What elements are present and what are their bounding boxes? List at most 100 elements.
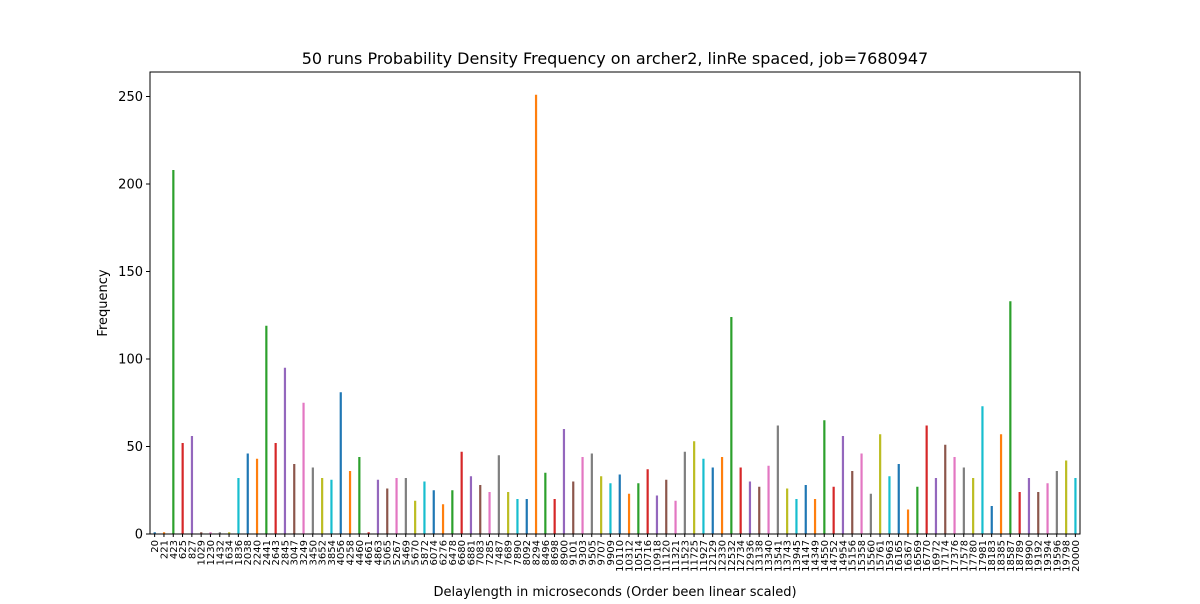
x-tick-label: 8900 <box>559 540 570 565</box>
bar-6478 <box>451 490 454 534</box>
bar-1634 <box>228 532 231 534</box>
x-tick-label: 11523 <box>680 540 691 572</box>
bar-12330 <box>720 457 724 534</box>
bar-19798 <box>1065 460 1068 534</box>
bar-12129 <box>711 467 714 534</box>
x-tick-label: 2441 <box>262 540 273 565</box>
x-tick-label: 9101 <box>569 540 580 565</box>
bar-15761 <box>879 434 882 534</box>
bar-4056 <box>339 392 342 534</box>
x-tick-label: 19192 <box>1034 540 1045 572</box>
bar-17376 <box>953 457 956 534</box>
x-tick-label: 12129 <box>708 540 719 572</box>
x-tick-label: 2643 <box>271 540 282 565</box>
x-tick-label: 4863 <box>373 540 384 565</box>
x-tick-label: 1432 <box>215 540 226 565</box>
bar-5670 <box>414 500 417 534</box>
bar-8496 <box>544 472 547 534</box>
x-tick-label: 16569 <box>913 540 924 572</box>
bar-4258 <box>348 471 352 534</box>
bar-8294 <box>534 94 538 534</box>
bar-18587 <box>1009 301 1012 534</box>
bar-15156 <box>851 471 854 534</box>
bar-8900 <box>562 429 566 534</box>
x-tick-label: 17174 <box>941 540 952 572</box>
y-tick-label: 150 <box>118 265 143 280</box>
x-tick-label: 3249 <box>299 540 310 565</box>
x-tick-label: 221 <box>159 540 170 559</box>
x-tick-label: 9707 <box>597 540 608 565</box>
bar-9101 <box>572 481 575 534</box>
x-tick-label: 10918 <box>652 540 663 572</box>
x-tick-label: 19596 <box>1052 540 1063 572</box>
y-tick-label: 200 <box>118 178 143 193</box>
x-tick-label: 9303 <box>578 540 589 565</box>
bar-13138 <box>758 486 761 534</box>
bar-6276 <box>441 504 445 534</box>
x-tick-label: 18385 <box>996 540 1007 572</box>
x-tick-label: 13945 <box>792 540 803 572</box>
bar-19394 <box>1046 483 1049 534</box>
x-tick-label: 8092 <box>522 540 533 565</box>
bar-14752 <box>832 486 835 534</box>
x-tick-label: 20 <box>150 540 161 553</box>
x-tick-label: 12936 <box>745 540 756 572</box>
bar-16165 <box>897 464 900 534</box>
x-tick-label: 6478 <box>448 540 459 565</box>
x-tick-label: 18183 <box>987 540 998 572</box>
bar-9909 <box>609 483 612 534</box>
x-tick-label: 18587 <box>1006 540 1017 572</box>
bar-3652 <box>321 478 324 534</box>
y-tick-label: 50 <box>126 440 143 455</box>
bar-16569 <box>916 486 919 534</box>
x-tick-label: 2038 <box>243 540 254 565</box>
x-tick-label: 19798 <box>1062 540 1073 572</box>
bar-18183 <box>990 506 993 534</box>
bar-16367 <box>906 509 910 534</box>
bar-7487 <box>497 455 500 534</box>
bar-3047 <box>293 464 296 534</box>
bar-625 <box>181 443 184 534</box>
bar-9303 <box>581 457 584 534</box>
bar-12532 <box>730 317 733 534</box>
bar-10716 <box>646 469 649 534</box>
bar-1432 <box>218 532 221 534</box>
bar-7890 <box>516 499 519 534</box>
bar-3249 <box>302 402 305 534</box>
bar-221 <box>162 532 166 534</box>
x-tick-label: 10514 <box>634 540 645 572</box>
x-tick-label: 7890 <box>513 540 524 565</box>
x-tick-label: 15560 <box>866 540 877 572</box>
x-tick-label: 16165 <box>894 540 905 572</box>
bar-7285 <box>488 492 491 534</box>
x-tick-label: 17578 <box>959 540 970 572</box>
x-tick-label: 9505 <box>587 540 598 565</box>
x-tick-label: 1230 <box>206 540 217 565</box>
x-tick-label: 4460 <box>355 540 366 565</box>
bar-13340 <box>767 465 770 534</box>
bar-5872 <box>423 481 426 534</box>
x-tick-label: 16367 <box>903 540 914 572</box>
x-axis-label: Delaylength in microseconds (Order been … <box>433 585 796 600</box>
x-tick-label: 3652 <box>318 540 329 565</box>
x-tick-label: 13340 <box>764 540 775 572</box>
bar-11725 <box>693 441 696 534</box>
x-tick-label: 15156 <box>848 540 859 572</box>
bar-15963 <box>888 476 891 534</box>
y-tick-label: 250 <box>118 90 143 105</box>
x-tick-label: 4258 <box>345 540 356 565</box>
x-tick-label: 1029 <box>197 540 208 565</box>
bar-7083 <box>479 485 482 534</box>
bar-10514 <box>637 483 640 534</box>
y-tick-label: 100 <box>118 353 143 368</box>
x-tick-label: 4661 <box>364 540 375 565</box>
bar-10312 <box>627 493 631 534</box>
x-tick-label: 15963 <box>885 540 896 572</box>
x-tick-label: 8698 <box>550 540 561 565</box>
bar-14147 <box>804 485 807 534</box>
bar-13945 <box>795 499 798 534</box>
bar-2240 <box>255 458 259 534</box>
bar-13541 <box>776 425 779 534</box>
bar-2845 <box>283 367 287 534</box>
x-tick-label: 2845 <box>280 540 291 565</box>
